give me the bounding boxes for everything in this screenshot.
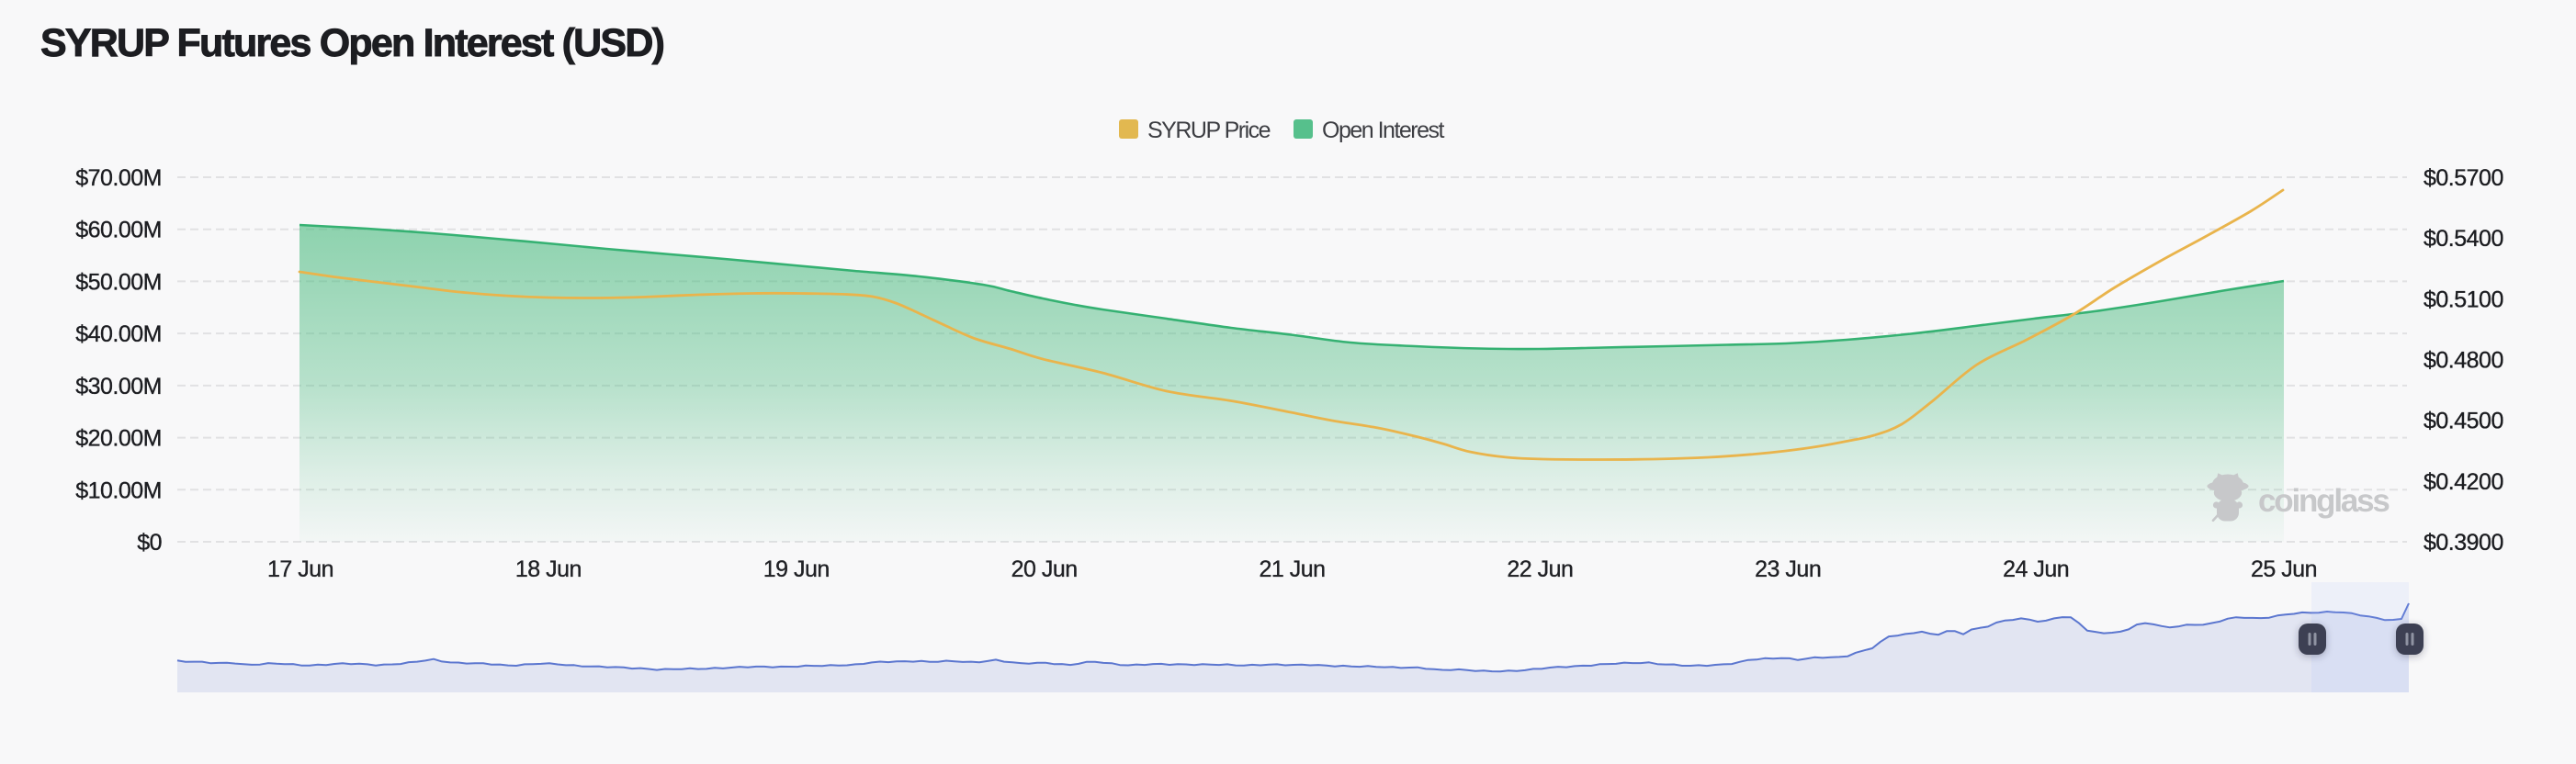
svg-text:$0.4500: $0.4500 [2423,409,2503,434]
svg-text:$50.00M: $50.00M [75,269,162,295]
svg-text:$0.4800: $0.4800 [2423,348,2503,374]
svg-text:25 Jun: 25 Jun [2251,556,2317,582]
svg-text:$0.5700: $0.5700 [2423,165,2503,191]
svg-text:$0.4200: $0.4200 [2423,469,2503,495]
svg-text:$10.00M: $10.00M [75,478,162,503]
svg-text:$40.00M: $40.00M [75,321,162,347]
svg-text:$0.5100: $0.5100 [2423,286,2503,312]
svg-text:$20.00M: $20.00M [75,426,162,452]
svg-text:24 Jun: 24 Jun [2003,556,2069,582]
svg-text:$0: $0 [137,530,162,556]
svg-text:20 Jun: 20 Jun [1011,556,1078,582]
svg-text:17 Jun: 17 Jun [267,556,333,582]
svg-text:23 Jun: 23 Jun [1755,556,1821,582]
svg-text:$70.00M: $70.00M [75,165,162,191]
svg-text:21 Jun: 21 Jun [1259,556,1325,582]
svg-text:$0.3900: $0.3900 [2423,530,2503,556]
svg-text:$0.5400: $0.5400 [2423,226,2503,252]
svg-text:SYRUP Price: SYRUP Price [1147,118,1271,143]
svg-text:18 Jun: 18 Jun [515,556,582,582]
svg-text:Open Interest: Open Interest [1322,118,1445,143]
svg-text:22 Jun: 22 Jun [1507,556,1573,582]
svg-text:19 Jun: 19 Jun [763,556,830,582]
svg-text:coinglass: coinglass [2258,483,2390,519]
svg-text:$30.00M: $30.00M [75,374,162,399]
svg-text:$60.00M: $60.00M [75,218,162,243]
svg-text:SYRUP Futures Open Interest (U: SYRUP Futures Open Interest (USD) [40,21,664,65]
